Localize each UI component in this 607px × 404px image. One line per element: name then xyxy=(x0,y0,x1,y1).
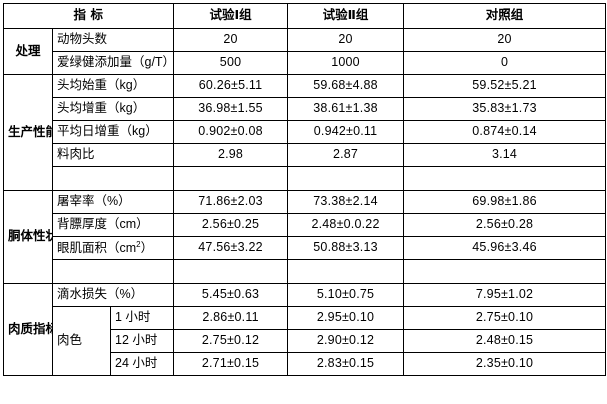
cell-value: 2.56±0.28 xyxy=(403,213,607,237)
section-label-treatment: 处理 xyxy=(3,28,53,75)
cell-value xyxy=(403,259,607,284)
cell-value: 2.48±0.0.22 xyxy=(287,213,405,237)
cell-value: 59.52±5.21 xyxy=(403,74,607,98)
row-label: 平均日增重（kg） xyxy=(51,120,175,144)
cell-value: 500 xyxy=(173,51,289,75)
cell-value: 2.98 xyxy=(173,143,289,167)
table-row: 料肉比 2.98 2.87 3.14 xyxy=(4,143,607,167)
row-label: 屠宰率（%） xyxy=(51,190,175,214)
cell-value: 3.14 xyxy=(403,143,607,167)
cell-value xyxy=(173,166,289,191)
results-table: 指 标 试验Ⅰ组 试验Ⅱ组 对照组 处理 动物头数 20 20 20 爱绿健添加… xyxy=(2,3,607,376)
cell-value: 59.68±4.88 xyxy=(287,74,405,98)
table-row: 背膘厚度（cm） 2.56±0.25 2.48±0.0.22 2.56±0.28 xyxy=(4,213,607,237)
cell-value: 2.75±0.12 xyxy=(173,329,289,353)
cell-value: 2.90±0.12 xyxy=(287,329,405,353)
cell-value: 2.75±0.10 xyxy=(403,306,607,330)
row-label xyxy=(51,259,175,284)
cell-value: 60.26±5.11 xyxy=(173,74,289,98)
header-group-3: 对照组 xyxy=(403,3,607,29)
table-row: 爱绿健添加量（g/T） 500 1000 0 xyxy=(4,51,607,75)
table-row: 肉色 1 小时 2.86±0.11 2.95±0.10 2.75±0.10 xyxy=(4,306,607,376)
cell-value: 73.38±2.14 xyxy=(287,190,405,214)
cell-value: 2.83±0.15 xyxy=(287,352,405,376)
cell-value: 20 xyxy=(287,28,405,52)
section-label-meat-quality: 肉质指标 xyxy=(3,283,53,376)
row-label: 料肉比 xyxy=(51,143,175,167)
cell-value xyxy=(287,259,405,284)
table-row: 12 小时 2.75±0.12 2.90±0.12 2.48±0.15 xyxy=(4,329,607,353)
cell-value xyxy=(287,166,405,191)
header-group-1: 试验Ⅰ组 xyxy=(173,3,289,29)
cell-value: 20 xyxy=(403,28,607,52)
row-label-eye-muscle: 眼肌面积（cm2） xyxy=(51,236,175,260)
cell-value: 0.942±0.11 xyxy=(287,120,405,144)
cell-value: 0.874±0.14 xyxy=(403,120,607,144)
row-label: 动物头数 xyxy=(51,28,175,52)
cell-value: 69.98±1.86 xyxy=(403,190,607,214)
row-label: 滴水损失（%） xyxy=(51,283,175,307)
sub-row-label: 24 小时 xyxy=(109,352,175,376)
table-row: 眼肌面积（cm2） 47.56±3.22 50.88±3.13 45.96±3.… xyxy=(4,236,607,260)
cell-value: 0.902±0.08 xyxy=(173,120,289,144)
cell-value: 2.56±0.25 xyxy=(173,213,289,237)
table-row-spacer xyxy=(4,166,607,191)
table-row: 平均日增重（kg） 0.902±0.08 0.942±0.11 0.874±0.… xyxy=(4,120,607,144)
cell-value: 2.87 xyxy=(287,143,405,167)
cell-value: 0 xyxy=(403,51,607,75)
cell-value: 5.45±0.63 xyxy=(173,283,289,307)
row-label: 头均始重（kg） xyxy=(51,74,175,98)
table-row: 处理 动物头数 20 20 20 xyxy=(3,28,607,75)
table-row: 生产性能 头均始重（kg） 60.26±5.11 59.68±4.88 59.5… xyxy=(3,74,607,191)
cell-value: 1000 xyxy=(287,51,405,75)
eye-muscle-close: ） xyxy=(140,241,154,256)
row-label-meat-color: 肉色 xyxy=(52,306,111,376)
table-row-spacer xyxy=(4,259,607,284)
row-label: 爱绿健添加量（g/T） xyxy=(51,51,175,75)
cell-value: 50.88±3.13 xyxy=(287,236,405,260)
cell-value: 2.48±0.15 xyxy=(403,329,607,353)
cell-value: 2.71±0.15 xyxy=(173,352,289,376)
eye-muscle-base: 眼肌面积（cm xyxy=(57,241,137,256)
row-label: 头均增重（kg） xyxy=(51,97,175,121)
table-header-row: 指 标 试验Ⅰ组 试验Ⅱ组 对照组 xyxy=(2,3,607,29)
table-row: 胴体性状 屠宰率（%） 71.86±2.03 73.38±2.14 69.98±… xyxy=(3,190,607,284)
row-label xyxy=(51,166,175,191)
sub-row-label: 1 小时 xyxy=(109,306,175,330)
header-indicator: 指 标 xyxy=(2,3,175,29)
cell-value: 5.10±0.75 xyxy=(287,283,405,307)
cell-value: 7.95±1.02 xyxy=(403,283,607,307)
cell-value: 38.61±1.38 xyxy=(287,97,405,121)
cell-value xyxy=(403,166,607,191)
cell-value: 35.83±1.73 xyxy=(403,97,607,121)
cell-value: 36.98±1.55 xyxy=(173,97,289,121)
eye-muscle-superscript: 2 xyxy=(136,239,141,249)
cell-value: 20 xyxy=(173,28,289,52)
table-row: 头均增重（kg） 36.98±1.55 38.61±1.38 35.83±1.7… xyxy=(4,97,607,121)
sub-row-label: 12 小时 xyxy=(109,329,175,353)
cell-value: 2.86±0.11 xyxy=(173,306,289,330)
cell-value: 2.95±0.10 xyxy=(287,306,405,330)
section-label-performance: 生产性能 xyxy=(3,74,53,191)
table-row: 肉质指标 滴水损失（%） 5.45±0.63 5.10±0.75 7.95±1.… xyxy=(3,283,607,376)
section-label-carcass: 胴体性状 xyxy=(3,190,53,284)
cell-value xyxy=(173,259,289,284)
cell-value: 71.86±2.03 xyxy=(173,190,289,214)
row-label: 背膘厚度（cm） xyxy=(51,213,175,237)
cell-value: 47.56±3.22 xyxy=(173,236,289,260)
cell-value: 45.96±3.46 xyxy=(403,236,607,260)
cell-value: 2.35±0.10 xyxy=(403,352,607,376)
table-row: 24 小时 2.71±0.15 2.83±0.15 2.35±0.10 xyxy=(4,352,607,376)
header-group-2: 试验Ⅱ组 xyxy=(287,3,405,29)
